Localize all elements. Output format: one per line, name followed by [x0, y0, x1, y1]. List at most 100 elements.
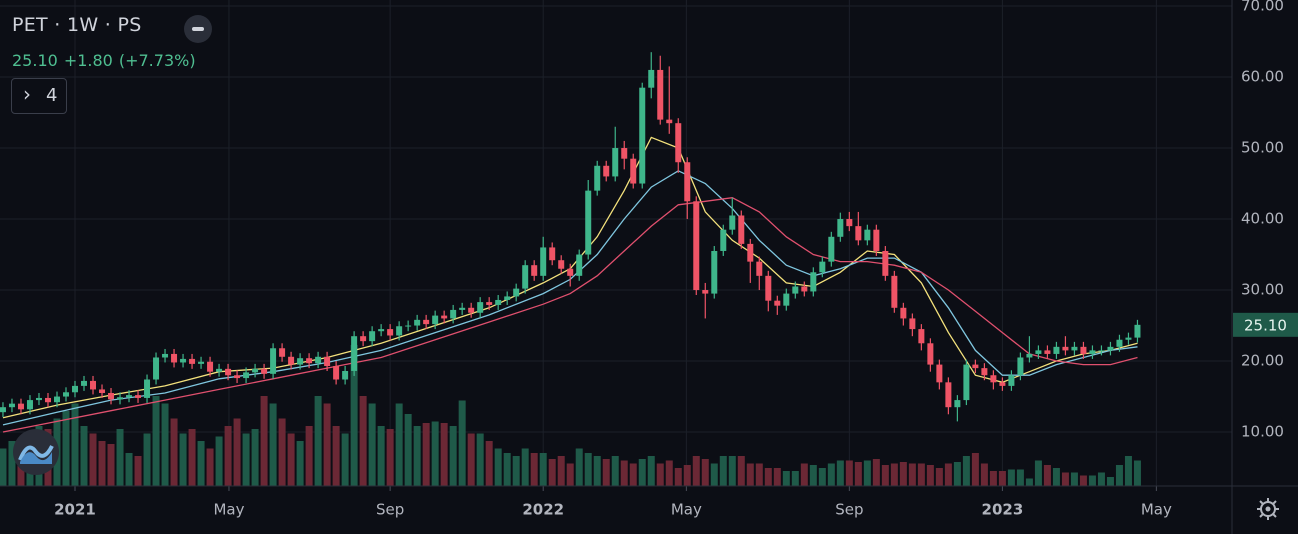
candle-body [963, 364, 970, 401]
candle-body [1008, 375, 1015, 386]
candle-body [1116, 339, 1123, 347]
volume-bar [845, 460, 853, 486]
volume-bar [242, 433, 250, 486]
candle-body [594, 165, 601, 191]
volume-bar [1106, 477, 1114, 486]
moving-average-line [2, 197, 1138, 433]
volume-bar [0, 448, 7, 486]
volume-bar [683, 465, 691, 486]
volume-bar [125, 453, 133, 486]
candle-body [666, 119, 673, 124]
volume-bar [512, 456, 520, 486]
candle-body [630, 158, 637, 184]
candle-body [531, 265, 538, 276]
candle-body [558, 260, 565, 269]
candle-body [252, 368, 259, 373]
settings-icon[interactable] [1257, 498, 1279, 520]
candle-body [657, 69, 664, 120]
candle-body [324, 356, 331, 367]
y-tick-label: 70.00 [1241, 0, 1284, 15]
candle-body [567, 268, 574, 276]
candle-body [261, 368, 268, 374]
candle-body [711, 250, 718, 294]
candle-body [981, 368, 988, 376]
candle-body [225, 368, 232, 376]
volume-bar [791, 471, 799, 486]
y-tick-label: 60.00 [1241, 68, 1284, 86]
candle-body [1134, 324, 1141, 338]
candle-body [35, 397, 42, 401]
candle-body [99, 389, 106, 393]
candle-body [17, 403, 24, 410]
candle-body [837, 219, 844, 237]
volume-bar [737, 456, 745, 486]
candle-body [216, 368, 223, 372]
candle-body [720, 229, 727, 251]
candle-body [801, 286, 808, 292]
collapse-button[interactable] [184, 15, 212, 43]
candle-body [576, 254, 583, 276]
volume-bar [548, 459, 556, 486]
volume-bar [233, 418, 241, 486]
candle-body [468, 307, 475, 313]
volume-bar [494, 448, 502, 486]
candle-body [153, 357, 160, 380]
volume-bar [1052, 468, 1060, 486]
volume-bar [935, 468, 943, 486]
candle-body [855, 226, 862, 241]
candle-body [918, 329, 925, 344]
volume-bar [1088, 475, 1096, 486]
price: 25.10 [12, 51, 58, 70]
candle-body [234, 375, 241, 379]
candle-body [81, 380, 88, 386]
volume-bar [818, 468, 826, 486]
volume-bar [431, 421, 439, 486]
candle-body [513, 288, 520, 297]
indicators-toggle[interactable]: › 4 [11, 78, 67, 114]
candle-body [603, 165, 610, 177]
candle-body [477, 302, 484, 313]
candle-body [0, 407, 6, 413]
volume-bar [971, 453, 979, 486]
chevron-icon: › [23, 82, 31, 106]
candle-body [117, 397, 124, 400]
volume-bar [728, 456, 736, 486]
change-percent: (+7.73%) [118, 51, 196, 70]
candle-body [846, 219, 853, 227]
candle-body [819, 261, 826, 273]
volume-bar [143, 433, 151, 486]
volume-bar [620, 460, 628, 486]
candle-body [765, 275, 772, 301]
volume-bar [944, 463, 952, 486]
volume-bar [521, 448, 529, 486]
candle-body [369, 331, 376, 342]
volume-bar [908, 463, 916, 486]
candle-body [414, 319, 421, 326]
x-tick-label: May [1141, 501, 1172, 519]
volume-bar [278, 418, 286, 486]
candle-body [1026, 353, 1033, 358]
volume-bar [1034, 460, 1042, 486]
candle-body [44, 397, 51, 403]
volume-bar [854, 462, 862, 486]
volume-bar [98, 441, 106, 486]
symbol-title[interactable]: PET · 1W · PS [12, 14, 142, 36]
candle-body [756, 261, 763, 276]
candle-body [486, 302, 493, 305]
candle-body [873, 229, 880, 251]
volume-bar [116, 429, 124, 486]
candle-body [684, 162, 691, 202]
volume-bar [170, 418, 178, 486]
volume-bar [863, 460, 871, 486]
volume-bar [773, 468, 781, 486]
volume-bar [665, 460, 673, 486]
volume-bar [485, 441, 493, 486]
candle-body [882, 250, 889, 276]
candle-body [792, 286, 799, 294]
volume-bar [152, 396, 160, 486]
candle-body [1035, 350, 1042, 354]
volume-bar [476, 433, 484, 486]
volume-bar [764, 468, 772, 486]
volume-bar [872, 459, 880, 486]
volume-bar [917, 463, 925, 486]
